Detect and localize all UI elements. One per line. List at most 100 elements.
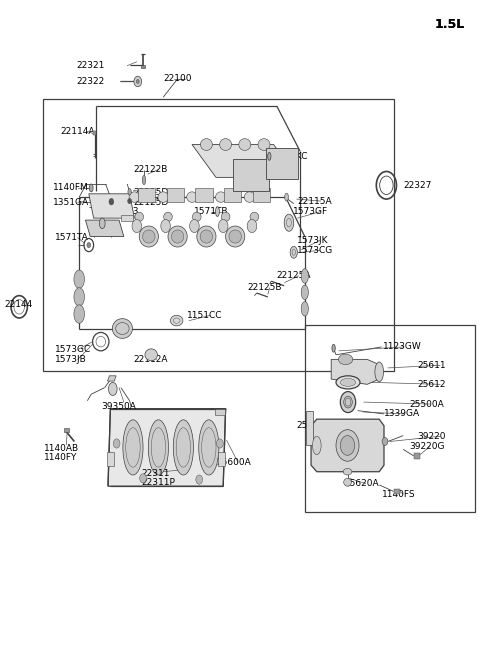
Ellipse shape: [312, 436, 321, 455]
Ellipse shape: [112, 319, 132, 338]
Ellipse shape: [244, 192, 255, 202]
Text: 1571TB: 1571TB: [194, 207, 229, 216]
Ellipse shape: [340, 436, 355, 455]
Circle shape: [132, 219, 142, 233]
Circle shape: [382, 438, 388, 445]
Ellipse shape: [143, 230, 155, 243]
Ellipse shape: [200, 230, 213, 243]
Circle shape: [247, 219, 257, 233]
Text: 22322: 22322: [77, 77, 105, 86]
Ellipse shape: [343, 468, 352, 475]
Text: 1351GA: 1351GA: [53, 198, 89, 207]
Circle shape: [136, 79, 139, 83]
Text: 1.5L: 1.5L: [434, 18, 465, 32]
Ellipse shape: [290, 246, 298, 258]
Ellipse shape: [135, 212, 144, 221]
Ellipse shape: [142, 175, 146, 185]
Circle shape: [87, 242, 91, 248]
Ellipse shape: [187, 192, 197, 202]
Polygon shape: [233, 159, 269, 191]
Bar: [141, 65, 145, 68]
Text: 1573CG: 1573CG: [297, 246, 333, 255]
Text: 22133: 22133: [110, 207, 139, 216]
Ellipse shape: [139, 226, 158, 247]
Ellipse shape: [301, 269, 309, 283]
Ellipse shape: [338, 354, 353, 365]
Polygon shape: [192, 145, 298, 177]
Polygon shape: [121, 215, 133, 221]
Text: 22125B: 22125B: [247, 283, 282, 292]
Ellipse shape: [226, 226, 245, 247]
Bar: [195, 188, 213, 202]
Ellipse shape: [170, 315, 183, 326]
Text: 25614: 25614: [297, 421, 325, 430]
Ellipse shape: [197, 226, 216, 247]
Ellipse shape: [89, 184, 93, 192]
Ellipse shape: [284, 214, 294, 231]
Bar: [224, 188, 241, 202]
Text: 1573GF: 1573GF: [293, 207, 328, 216]
Ellipse shape: [221, 212, 230, 221]
Polygon shape: [311, 419, 384, 472]
Text: 22112A: 22112A: [133, 355, 168, 364]
Bar: [218, 452, 225, 466]
Ellipse shape: [192, 212, 201, 221]
Text: 22115A: 22115A: [298, 196, 332, 206]
Polygon shape: [85, 220, 124, 237]
Ellipse shape: [301, 302, 309, 316]
Text: 39350A: 39350A: [101, 401, 136, 411]
Ellipse shape: [285, 193, 288, 201]
Circle shape: [345, 398, 351, 406]
Circle shape: [218, 219, 228, 233]
Circle shape: [109, 198, 114, 205]
Text: 1140FY: 1140FY: [44, 453, 78, 463]
Polygon shape: [331, 359, 379, 384]
Bar: [305, 325, 475, 512]
Text: 25620A: 25620A: [334, 441, 368, 450]
Bar: [253, 188, 270, 202]
Ellipse shape: [108, 382, 117, 396]
Text: 1151CC: 1151CC: [187, 311, 223, 320]
Bar: [306, 411, 313, 445]
Bar: [93, 131, 96, 135]
Text: 1339GA: 1339GA: [384, 409, 420, 419]
Ellipse shape: [336, 376, 360, 389]
Bar: [107, 452, 114, 466]
Ellipse shape: [301, 285, 309, 300]
Ellipse shape: [344, 478, 351, 486]
Ellipse shape: [123, 420, 143, 475]
Ellipse shape: [199, 420, 219, 475]
Ellipse shape: [148, 420, 168, 475]
Polygon shape: [215, 409, 225, 415]
Ellipse shape: [216, 192, 226, 202]
Ellipse shape: [229, 230, 241, 243]
Text: 25613A: 25613A: [334, 451, 368, 461]
Ellipse shape: [258, 139, 270, 150]
Text: 22122B: 22122B: [133, 165, 168, 174]
Polygon shape: [108, 409, 226, 486]
Ellipse shape: [239, 139, 251, 150]
Text: 1140KC: 1140KC: [274, 152, 308, 161]
Ellipse shape: [201, 139, 212, 150]
Polygon shape: [108, 376, 116, 381]
Circle shape: [196, 475, 203, 484]
Ellipse shape: [128, 189, 132, 195]
Text: 22100: 22100: [163, 74, 192, 83]
Circle shape: [128, 198, 132, 204]
Bar: [394, 489, 400, 494]
Text: 1140AB: 1140AB: [44, 443, 79, 453]
Ellipse shape: [375, 362, 384, 382]
Circle shape: [190, 219, 199, 233]
Ellipse shape: [145, 349, 157, 361]
Text: 22311: 22311: [142, 468, 170, 478]
Polygon shape: [266, 148, 298, 179]
Text: 22114A: 22114A: [60, 127, 95, 136]
Circle shape: [161, 219, 170, 233]
Text: 22125D: 22125D: [133, 198, 168, 207]
Ellipse shape: [336, 430, 359, 461]
Ellipse shape: [158, 192, 168, 202]
Text: 1140FM: 1140FM: [53, 183, 88, 193]
Text: 1573JK: 1573JK: [297, 236, 328, 245]
Ellipse shape: [340, 378, 356, 386]
Text: 22311P: 22311P: [142, 478, 176, 487]
